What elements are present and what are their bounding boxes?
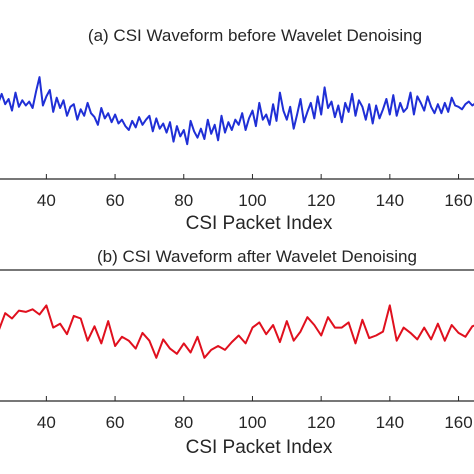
chart-b-tick-label: 40 <box>37 413 56 432</box>
chart-b-series-line <box>0 304 474 359</box>
chart-b-series <box>0 304 474 359</box>
chart-b-tick-label: 140 <box>376 413 404 432</box>
chart-a-xlabel: CSI Packet Index <box>186 213 333 234</box>
chart-b-tick-label: 60 <box>106 413 125 432</box>
chart-a-tick-label: 80 <box>174 191 193 210</box>
chart-a-tick-label: 120 <box>307 191 335 210</box>
chart-a-ticks: 40 60 80 100 120 140 160 <box>37 174 473 210</box>
chart-a-tick-label: 60 <box>106 191 125 210</box>
chart-b-tick-label: 80 <box>174 413 193 432</box>
chart-a-title: (a) CSI Waveform before Wavelet Denoisin… <box>88 26 422 45</box>
chart-a-series-line <box>0 76 474 146</box>
chart-a-tick-label: 140 <box>376 191 404 210</box>
chart-a-tick-label: 40 <box>37 191 56 210</box>
chart-b-ticks: 40 60 80 100 120 140 160 <box>37 396 473 432</box>
chart-b-tick-label: 160 <box>444 413 472 432</box>
chart-a-tick-label: 100 <box>238 191 266 210</box>
chart-b-tick-label: 120 <box>307 413 335 432</box>
chart-a: (a) CSI Waveform before Wavelet Denoisin… <box>0 26 474 234</box>
chart-a-series <box>0 76 474 146</box>
chart-b-xlabel: CSI Packet Index <box>186 437 333 458</box>
chart-a-tick-label: 160 <box>444 191 472 210</box>
chart-b-tick-label: 100 <box>238 413 266 432</box>
chart-b-title: (b) CSI Waveform after Wavelet Denoising <box>97 247 417 266</box>
chart-b: (b) CSI Waveform after Wavelet Denoising… <box>0 247 474 458</box>
chart-b-axes <box>0 269 474 402</box>
